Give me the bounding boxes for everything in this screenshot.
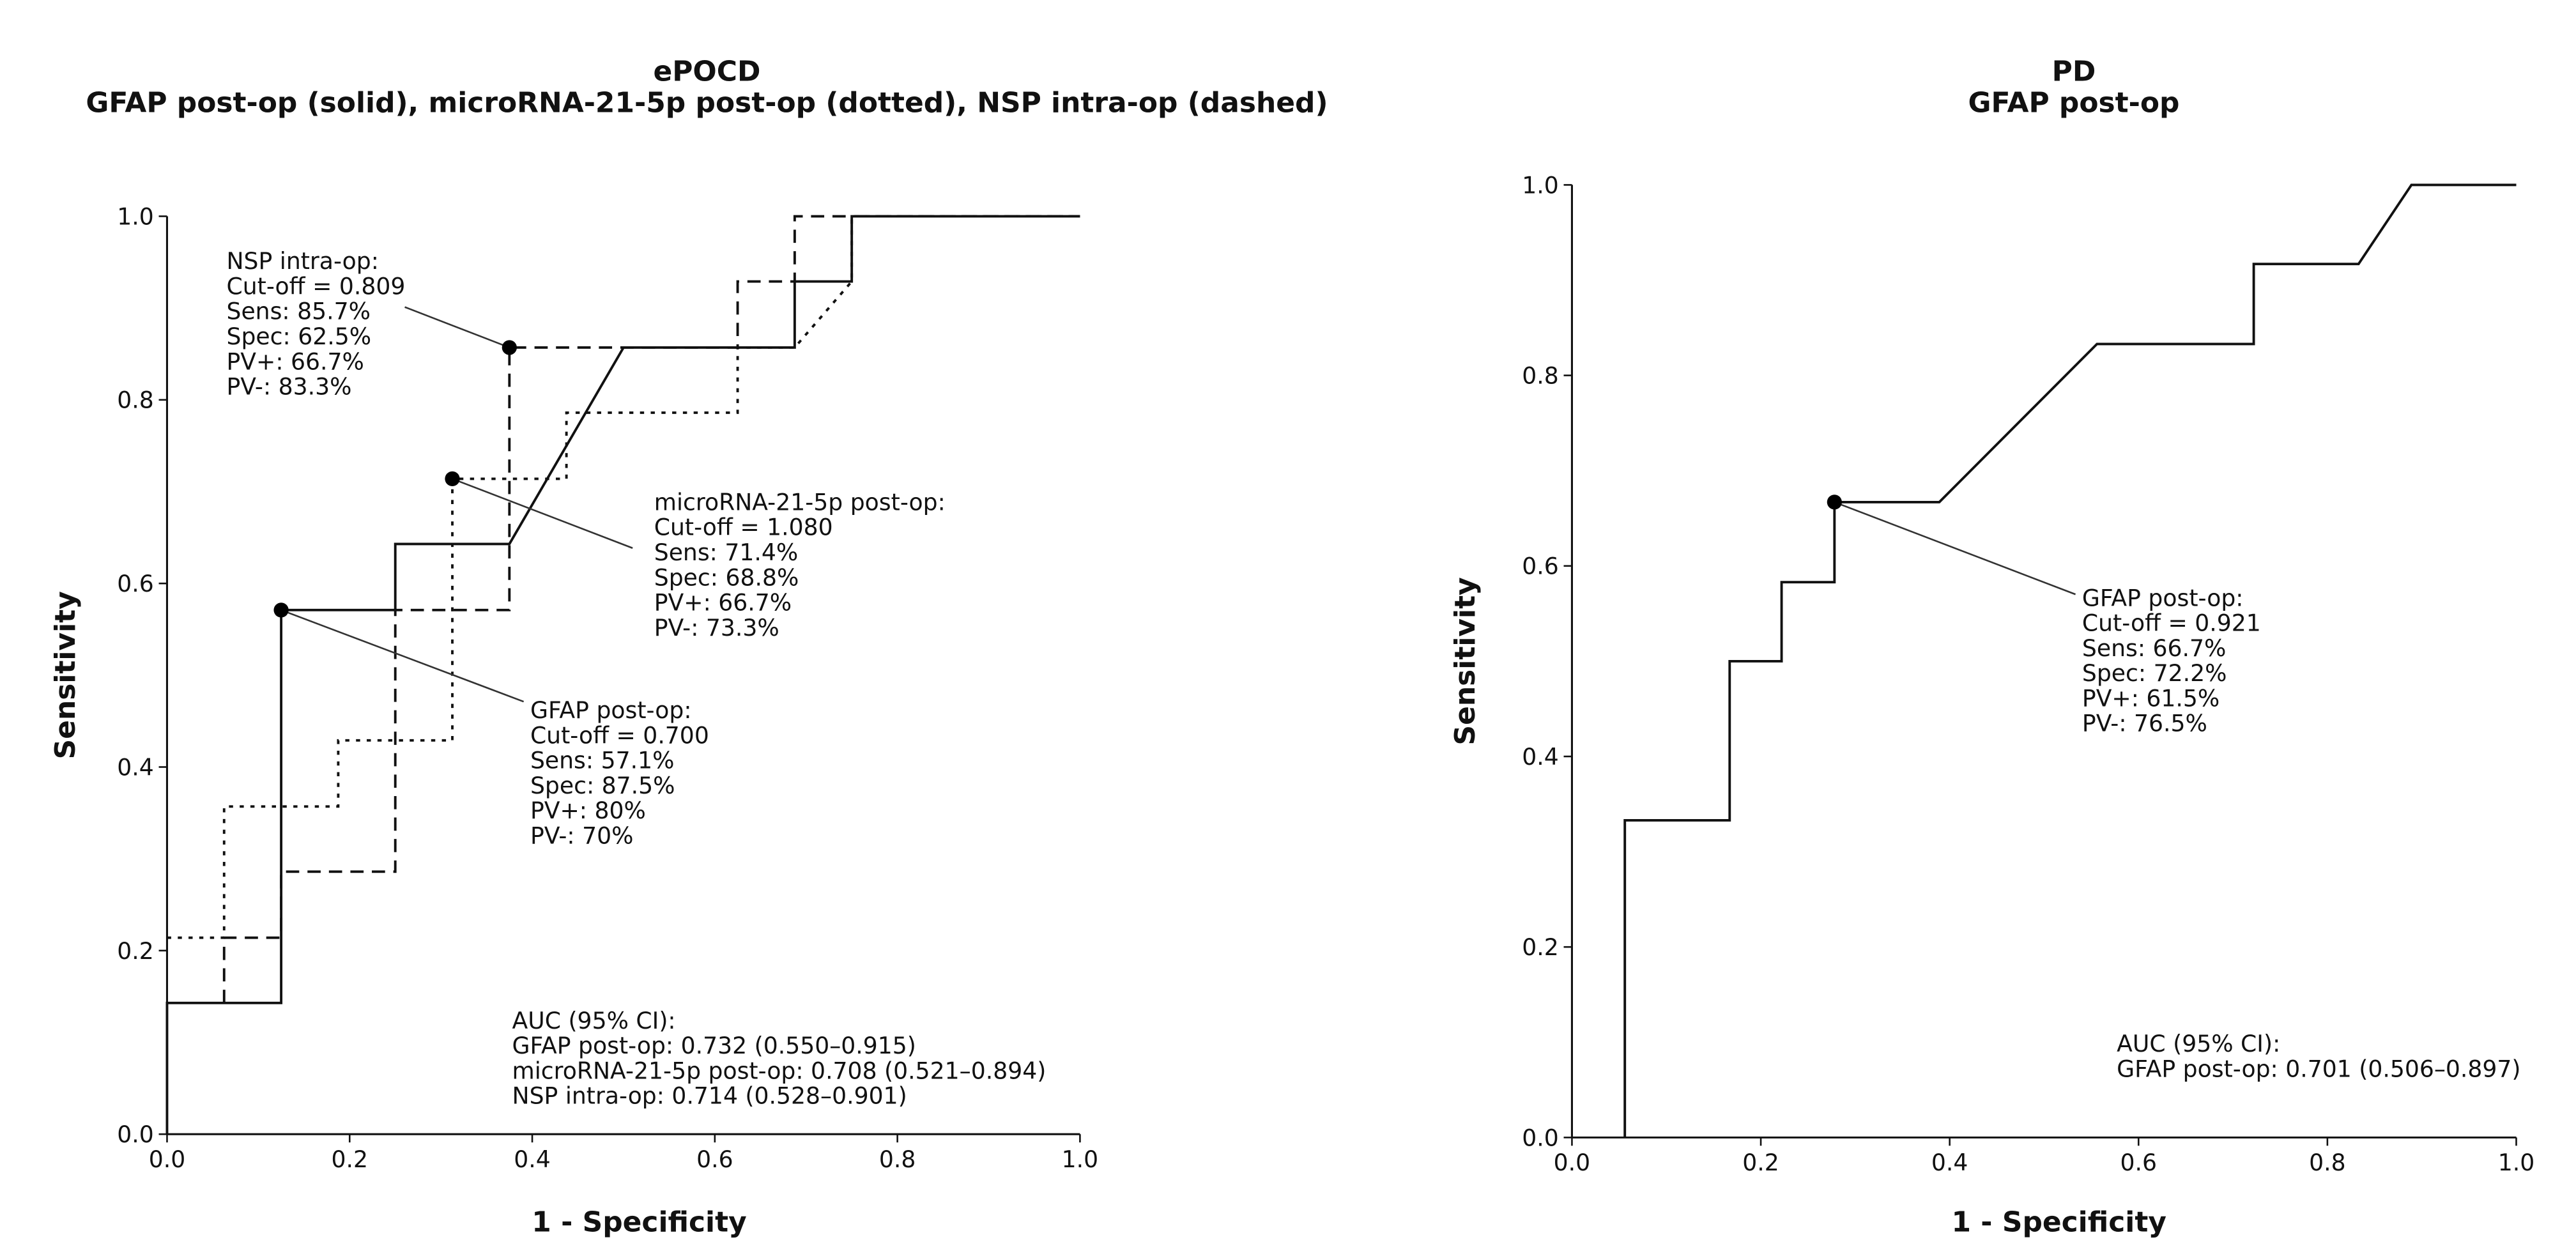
auc-text: GFAP post-op: 0.732 (0.550–0.915) — [512, 1032, 916, 1059]
annotation-text: PV-: 76.5% — [2082, 710, 2207, 737]
auc-text: AUC (95% CI): — [512, 1007, 676, 1034]
y-tick-label: 1.0 — [117, 203, 154, 230]
roc-curve — [222, 215, 1080, 1003]
annotation-text: Cut-off = 0.921 — [2082, 610, 2261, 637]
auc-text: microRNA-21-5p post-op: 0.708 (0.521–0.8… — [512, 1057, 1046, 1084]
y-tick-label: 0.4 — [117, 753, 154, 781]
annotation-text: Cut-off = 0.700 — [530, 721, 709, 749]
y-axis-label: Sensitivity — [49, 591, 82, 759]
y-tick-label: 0.4 — [1522, 743, 1559, 771]
y-axis-label: Sensitivity — [1449, 577, 1482, 745]
x-tick-label: 0.8 — [879, 1146, 916, 1173]
chart-subtitle: GFAP post-op — [1968, 87, 2179, 119]
roc-curve — [165, 215, 1080, 1135]
cutoff-point — [502, 340, 517, 355]
annotation-text: Cut-off = 1.080 — [654, 514, 833, 541]
annotation-arrow — [452, 478, 633, 549]
annotation-text: PV-: 73.3% — [654, 614, 779, 641]
x-tick-label: 0.2 — [332, 1146, 369, 1173]
annotation-text: PV+: 66.7% — [654, 589, 792, 617]
x-tick-label: 0.0 — [1554, 1149, 1591, 1176]
x-tick-label: 0.6 — [2120, 1149, 2158, 1176]
cutoff-point — [445, 471, 460, 487]
x-tick-label: 0.4 — [1931, 1149, 1968, 1176]
y-tick-label: 0.8 — [117, 387, 154, 414]
x-tick-label: 1.0 — [2498, 1149, 2535, 1176]
x-tick-label: 0.0 — [149, 1146, 186, 1173]
chart-subtitle: GFAP post-op (solid), microRNA-21-5p pos… — [86, 87, 1328, 119]
annotation-text: NSP intra-op: — [226, 247, 378, 275]
annotation-text: PV-: 83.3% — [226, 373, 351, 401]
annotation-text: GFAP post-op: — [2082, 584, 2244, 611]
y-tick-label: 1.0 — [1522, 171, 1559, 199]
cutoff-point — [1827, 495, 1842, 510]
x-tick-label: 0.6 — [696, 1146, 733, 1173]
x-tick-label: 0.2 — [1742, 1149, 1779, 1176]
y-tick-label: 0.0 — [1522, 1124, 1559, 1151]
annotation-arrow — [280, 609, 525, 703]
x-axis-label: 1 - Specificity — [1951, 1206, 2166, 1239]
roc-curve — [167, 215, 1080, 939]
chart-title: PD — [2052, 56, 2096, 88]
y-tick-label: 0.2 — [1522, 933, 1559, 961]
annotation-text: Spec: 72.2% — [2082, 659, 2227, 687]
roc-curve — [1623, 183, 2517, 1138]
annotation-text: Sens: 66.7% — [2082, 634, 2226, 662]
annotation-text: Sens: 71.4% — [654, 539, 798, 566]
cutoff-point — [273, 602, 289, 618]
annotation-text: PV+: 61.5% — [2082, 684, 2220, 712]
annotation-text: PV-: 70% — [530, 822, 634, 849]
annotation-text: Sens: 85.7% — [226, 298, 370, 325]
y-tick-label: 0.6 — [117, 570, 154, 597]
annotation-text: microRNA-21-5p post-op: — [654, 488, 946, 516]
y-tick-label: 0.0 — [117, 1121, 154, 1148]
auc-text: NSP intra-op: 0.714 (0.528–0.901) — [512, 1082, 907, 1110]
annotation-text: Spec: 62.5% — [226, 323, 371, 350]
annotation-text: Spec: 68.8% — [654, 564, 799, 591]
annotation-text: Spec: 87.5% — [530, 772, 675, 799]
chart-title: ePOCD — [653, 56, 760, 88]
annotation-text: PV+: 66.7% — [226, 348, 364, 375]
annotation-text: Sens: 57.1% — [530, 747, 674, 774]
annotation-arrow — [1834, 501, 2076, 595]
annotation-text: GFAP post-op: — [530, 696, 692, 724]
y-tick-label: 0.2 — [117, 937, 154, 965]
x-tick-label: 0.8 — [2309, 1149, 2346, 1176]
annotation-text: PV+: 80% — [530, 797, 646, 824]
annotation-text: Cut-off = 0.809 — [226, 272, 405, 300]
x-tick-label: 1.0 — [1062, 1146, 1099, 1173]
y-tick-label: 0.8 — [1522, 362, 1559, 390]
x-tick-label: 0.4 — [514, 1146, 551, 1173]
x-axis-label: 1 - Specificity — [532, 1206, 746, 1239]
auc-text: GFAP post-op: 0.701 (0.506–0.897) — [2117, 1055, 2520, 1082]
annotation-arrow — [404, 306, 510, 349]
auc-text: AUC (95% CI): — [2117, 1030, 2280, 1057]
y-tick-label: 0.6 — [1522, 553, 1559, 580]
